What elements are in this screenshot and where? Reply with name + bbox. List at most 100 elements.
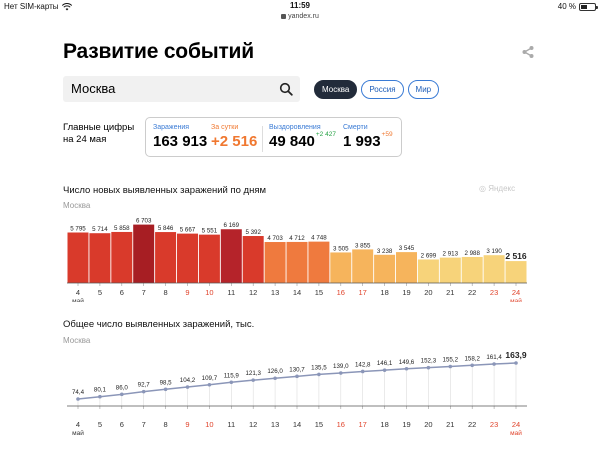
- point-value-label: 126,0: [267, 368, 283, 375]
- x-tick-label: 20: [424, 420, 432, 429]
- bar[interactable]: [505, 261, 527, 283]
- bar[interactable]: [439, 257, 461, 283]
- bar[interactable]: [89, 233, 111, 283]
- bar[interactable]: [67, 232, 89, 283]
- status-left: Нет SIM-карты: [4, 2, 72, 11]
- bar-value-label: 2 988: [464, 250, 480, 257]
- bar[interactable]: [133, 224, 155, 283]
- data-point[interactable]: [76, 397, 80, 401]
- tab-russia[interactable]: Россия: [361, 80, 404, 99]
- bar[interactable]: [461, 256, 483, 283]
- data-point[interactable]: [426, 365, 431, 370]
- search-value: Москва: [71, 81, 116, 96]
- bar[interactable]: [155, 232, 177, 283]
- stat-deaths-label: Смерти: [343, 124, 368, 131]
- url-text: yandex.ru: [288, 13, 319, 20]
- x-tick-label: 13: [271, 420, 279, 429]
- tab-world[interactable]: Мир: [407, 80, 440, 99]
- x-tick-sublabel: май: [72, 297, 84, 302]
- data-point[interactable]: [317, 372, 321, 377]
- point-value-label: 104,2: [180, 377, 196, 384]
- data-point[interactable]: [448, 364, 453, 369]
- stat-recovered-label: Выздоровления: [269, 124, 321, 131]
- x-tick-label: 12: [249, 420, 257, 429]
- data-point[interactable]: [382, 368, 387, 372]
- data-point[interactable]: [492, 362, 496, 366]
- x-tick-label: 21: [446, 420, 454, 429]
- data-point[interactable]: [207, 383, 212, 387]
- bar[interactable]: [374, 254, 396, 283]
- bar[interactable]: [264, 242, 286, 283]
- watermark-text: Яндекс: [488, 184, 516, 193]
- bar-value-label: 5 392: [245, 229, 261, 236]
- x-tick-label: 21: [446, 288, 454, 297]
- bar[interactable]: [198, 234, 220, 283]
- data-point[interactable]: [141, 389, 146, 394]
- bar-value-label: 3 545: [399, 245, 415, 252]
- status-bar: Нет SIM-карты 11:59 40 %: [0, 0, 600, 12]
- stat-daily-value: +2 516: [211, 133, 258, 150]
- x-tick-label: 14: [293, 420, 301, 429]
- search-icon[interactable]: [279, 82, 293, 96]
- stat-daily: За сутки +2 516: [211, 124, 257, 151]
- region-search-input[interactable]: Москва: [63, 76, 300, 102]
- share-icon[interactable]: [521, 45, 535, 59]
- bar[interactable]: [242, 236, 264, 283]
- x-tick-label: 14: [293, 288, 301, 297]
- data-point[interactable]: [339, 371, 343, 375]
- bar[interactable]: [352, 249, 374, 283]
- point-value-label: 146,1: [377, 360, 393, 367]
- point-value-label: 142,8: [355, 361, 371, 368]
- data-point[interactable]: [251, 378, 255, 382]
- tab-moscow[interactable]: Москва: [314, 80, 358, 99]
- url-bar[interactable]: yandex.ru: [0, 13, 600, 20]
- point-value-label: 121,3: [245, 370, 261, 377]
- bar[interactable]: [308, 241, 330, 283]
- x-tick-label: 17: [359, 288, 367, 297]
- point-value-label: 92,7: [138, 382, 151, 389]
- data-point[interactable]: [98, 394, 102, 399]
- data-point[interactable]: [163, 387, 168, 392]
- x-tick-label: 24: [512, 288, 520, 297]
- data-point[interactable]: [514, 361, 518, 365]
- point-value-label: 109,7: [202, 375, 218, 382]
- bar-value-label: 2 699: [421, 252, 437, 259]
- data-point[interactable]: [120, 392, 124, 397]
- stat-deaths: Смерти 1 993+59: [343, 124, 393, 151]
- bar[interactable]: [417, 259, 439, 283]
- x-tick-label: 7: [142, 420, 146, 429]
- summary-label: Главные цифры на 24 мая: [63, 122, 135, 145]
- bar[interactable]: [111, 231, 133, 283]
- carrier-label: Нет SIM-карты: [4, 2, 59, 11]
- bar-value-label: 5 667: [180, 227, 196, 234]
- x-tick-label: 16: [337, 420, 345, 429]
- x-tick-label: 12: [249, 288, 257, 297]
- bar-value-label: 3 190: [486, 248, 502, 255]
- point-value-label: 86,0: [116, 384, 129, 391]
- x-tick-label: 9: [185, 288, 189, 297]
- bar[interactable]: [177, 233, 198, 283]
- x-tick-label: 18: [380, 288, 388, 297]
- data-point[interactable]: [295, 374, 299, 379]
- data-point[interactable]: [360, 369, 365, 374]
- x-tick-label: 18: [380, 420, 388, 429]
- new-cases-chart-region: Москва: [63, 201, 91, 210]
- data-point[interactable]: [273, 376, 277, 381]
- bar[interactable]: [220, 229, 242, 283]
- stat-infections-label: Заражения: [153, 124, 190, 131]
- bar[interactable]: [286, 241, 308, 283]
- data-point[interactable]: [229, 380, 234, 385]
- x-tick-label: 15: [315, 420, 323, 429]
- data-point[interactable]: [404, 366, 409, 371]
- bar[interactable]: [330, 252, 352, 283]
- data-point[interactable]: [470, 363, 475, 368]
- data-point[interactable]: [185, 385, 190, 389]
- bar[interactable]: [396, 252, 417, 283]
- bar[interactable]: [483, 255, 505, 283]
- clock: 11:59: [289, 1, 311, 10]
- point-value-label: 155,2: [443, 356, 459, 363]
- battery-fill: [581, 4, 587, 9]
- x-tick-label: 4: [76, 420, 80, 429]
- x-tick-label: 19: [402, 420, 410, 429]
